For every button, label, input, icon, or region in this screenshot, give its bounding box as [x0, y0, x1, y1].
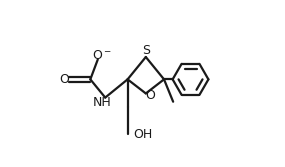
Text: O$^-$: O$^-$ [92, 49, 113, 62]
Text: NH: NH [93, 96, 112, 109]
Text: O: O [146, 89, 155, 102]
Text: S: S [142, 44, 150, 57]
Text: O: O [59, 73, 69, 86]
Text: OH: OH [133, 128, 153, 140]
